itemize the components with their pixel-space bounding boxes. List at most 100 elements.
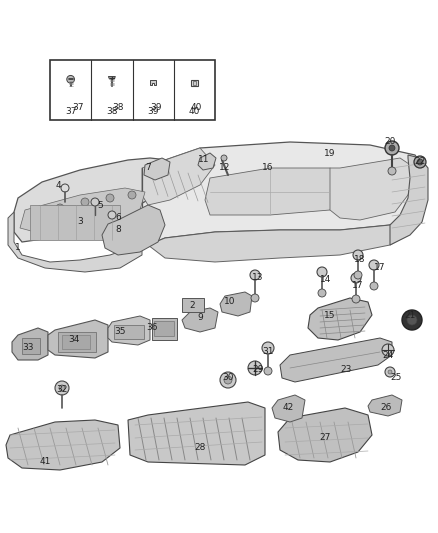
Polygon shape xyxy=(150,80,156,85)
Text: 38: 38 xyxy=(106,108,118,117)
Circle shape xyxy=(250,270,260,280)
Polygon shape xyxy=(182,308,218,332)
Polygon shape xyxy=(220,292,252,316)
Circle shape xyxy=(414,156,426,168)
Text: 6: 6 xyxy=(115,214,121,222)
Circle shape xyxy=(224,376,232,384)
Circle shape xyxy=(407,315,417,325)
Polygon shape xyxy=(12,328,48,360)
Text: 23: 23 xyxy=(340,366,352,375)
Text: 20: 20 xyxy=(384,138,396,147)
Bar xyxy=(114,325,144,339)
Circle shape xyxy=(56,204,64,212)
Circle shape xyxy=(128,191,136,199)
Circle shape xyxy=(61,184,69,192)
Text: 35: 35 xyxy=(114,327,126,336)
Text: 10: 10 xyxy=(224,297,236,306)
Bar xyxy=(154,321,174,336)
Text: 21: 21 xyxy=(404,311,416,319)
Text: 1: 1 xyxy=(15,244,21,253)
Circle shape xyxy=(385,367,395,377)
Circle shape xyxy=(354,271,362,279)
Polygon shape xyxy=(48,320,108,358)
Polygon shape xyxy=(368,395,402,416)
Circle shape xyxy=(264,367,272,375)
Polygon shape xyxy=(144,158,170,180)
Polygon shape xyxy=(102,205,165,255)
Text: 31: 31 xyxy=(262,348,274,357)
Text: 15: 15 xyxy=(324,311,336,319)
Text: 42: 42 xyxy=(283,403,293,413)
Text: 40: 40 xyxy=(189,108,200,117)
Polygon shape xyxy=(278,408,372,462)
Bar xyxy=(152,318,177,340)
Circle shape xyxy=(352,295,360,303)
Text: 32: 32 xyxy=(57,385,68,394)
Bar xyxy=(191,79,198,86)
Text: 27: 27 xyxy=(319,433,331,442)
Circle shape xyxy=(389,145,395,151)
Circle shape xyxy=(106,194,114,202)
Bar xyxy=(62,335,90,349)
Text: 26: 26 xyxy=(380,403,392,413)
Text: 17: 17 xyxy=(352,280,364,289)
Text: 7: 7 xyxy=(145,163,151,172)
Polygon shape xyxy=(108,77,115,79)
Polygon shape xyxy=(14,158,172,242)
Text: 38: 38 xyxy=(112,103,124,112)
Text: 33: 33 xyxy=(22,343,34,352)
Text: 13: 13 xyxy=(252,273,264,282)
Circle shape xyxy=(388,370,392,374)
Polygon shape xyxy=(205,168,340,215)
Polygon shape xyxy=(198,153,216,170)
Text: 9: 9 xyxy=(197,313,203,322)
Circle shape xyxy=(81,198,89,206)
Polygon shape xyxy=(142,215,408,262)
Polygon shape xyxy=(6,420,120,470)
Text: 29: 29 xyxy=(252,366,264,375)
Circle shape xyxy=(221,155,227,161)
Circle shape xyxy=(248,361,262,375)
Circle shape xyxy=(402,310,422,330)
Polygon shape xyxy=(140,142,425,245)
Text: 30: 30 xyxy=(222,374,234,383)
Text: 22: 22 xyxy=(414,157,426,166)
Text: 36: 36 xyxy=(146,324,158,333)
Text: 17: 17 xyxy=(374,263,386,272)
Text: 37: 37 xyxy=(72,103,84,112)
Circle shape xyxy=(385,141,399,155)
Polygon shape xyxy=(20,188,145,232)
Text: 37: 37 xyxy=(65,108,76,117)
Polygon shape xyxy=(142,148,215,205)
Text: 25: 25 xyxy=(390,374,402,383)
Circle shape xyxy=(388,167,396,175)
Text: 14: 14 xyxy=(320,276,332,285)
Bar xyxy=(30,205,120,240)
Polygon shape xyxy=(308,298,372,340)
Polygon shape xyxy=(390,155,428,245)
Bar xyxy=(50,60,215,120)
Circle shape xyxy=(353,250,363,260)
Bar xyxy=(22,338,40,354)
Polygon shape xyxy=(280,338,392,382)
Text: 5: 5 xyxy=(97,200,103,209)
Circle shape xyxy=(67,76,74,83)
Text: 41: 41 xyxy=(39,457,51,466)
Circle shape xyxy=(220,372,236,388)
Circle shape xyxy=(351,273,361,283)
Bar xyxy=(193,81,196,85)
Polygon shape xyxy=(108,316,150,345)
Circle shape xyxy=(382,344,394,356)
Circle shape xyxy=(417,159,423,165)
Polygon shape xyxy=(8,212,142,272)
Circle shape xyxy=(108,211,116,219)
Text: 8: 8 xyxy=(115,225,121,235)
Circle shape xyxy=(318,289,326,297)
Polygon shape xyxy=(272,395,305,422)
Text: 39: 39 xyxy=(150,103,162,112)
Circle shape xyxy=(369,260,379,270)
Text: 19: 19 xyxy=(324,149,336,157)
Circle shape xyxy=(317,267,327,277)
Circle shape xyxy=(91,198,99,206)
Polygon shape xyxy=(330,158,415,220)
